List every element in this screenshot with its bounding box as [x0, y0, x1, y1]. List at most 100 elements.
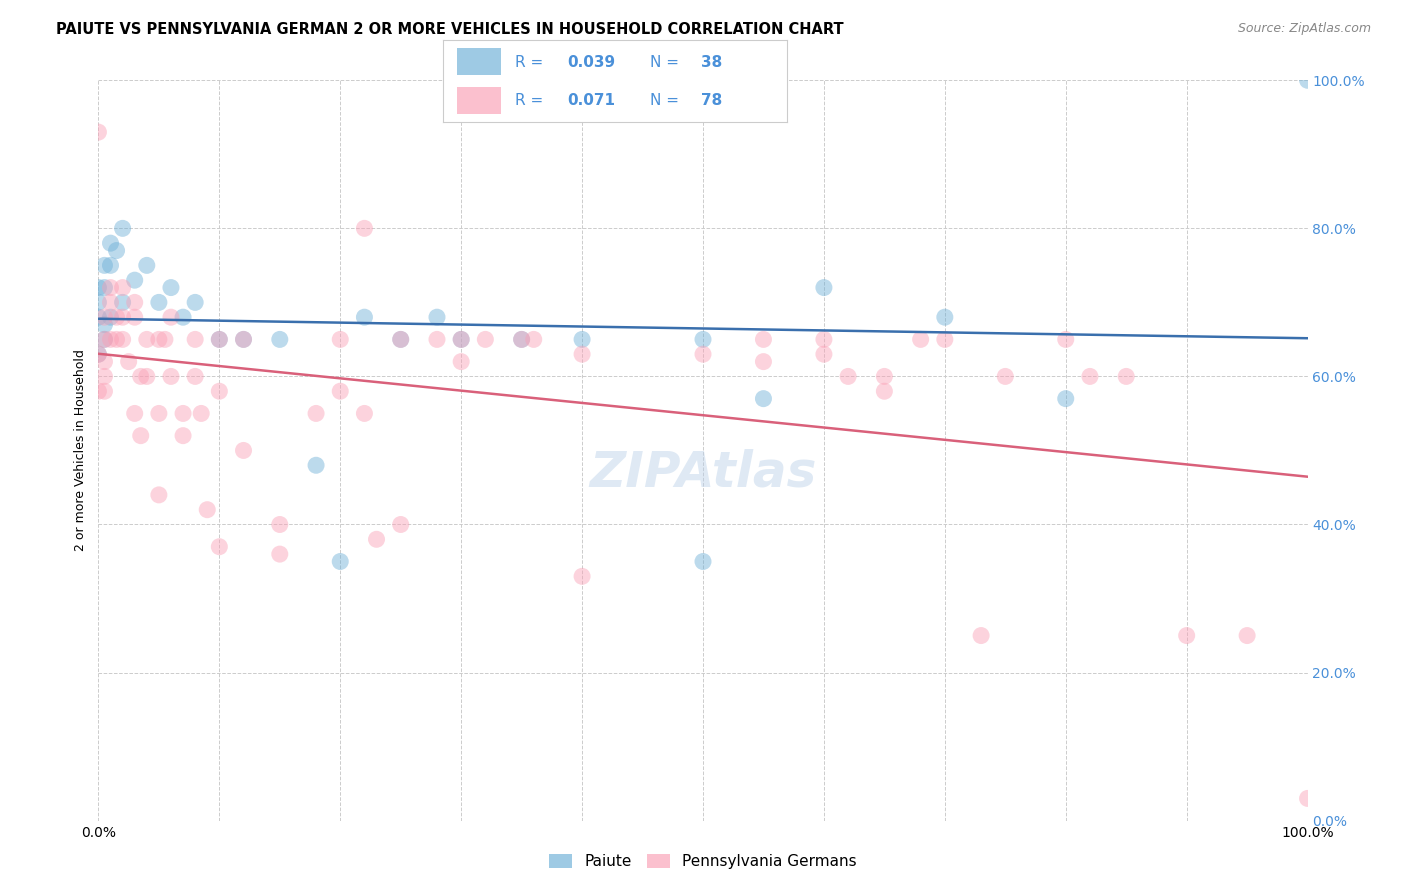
- Point: [450, 333, 472, 347]
- Point: [148, 407, 170, 421]
- Text: 0.071: 0.071: [567, 93, 614, 108]
- Point: [148, 488, 170, 502]
- Point: [148, 333, 170, 347]
- Point: [93, 318, 115, 332]
- Point: [190, 407, 212, 421]
- Point: [208, 540, 231, 554]
- Point: [269, 333, 291, 347]
- Point: [111, 221, 134, 235]
- Text: N =: N =: [650, 54, 679, 70]
- Point: [1078, 369, 1101, 384]
- Point: [1054, 392, 1077, 406]
- Point: [353, 310, 375, 325]
- Point: [813, 347, 835, 361]
- Point: [208, 384, 231, 399]
- Point: [118, 354, 141, 368]
- Point: [148, 295, 170, 310]
- Point: [160, 310, 183, 325]
- Point: [1296, 73, 1319, 87]
- Point: [232, 333, 254, 347]
- Point: [873, 369, 896, 384]
- Text: R =: R =: [515, 54, 544, 70]
- Point: [510, 333, 533, 347]
- Point: [1115, 369, 1137, 384]
- Text: 38: 38: [702, 54, 723, 70]
- Point: [129, 369, 152, 384]
- Point: [389, 517, 412, 532]
- Point: [510, 333, 533, 347]
- Point: [305, 458, 328, 473]
- Point: [474, 333, 496, 347]
- Point: [873, 384, 896, 399]
- Point: [813, 280, 835, 294]
- Point: [87, 280, 110, 294]
- Point: [172, 428, 194, 442]
- Text: Source: ZipAtlas.com: Source: ZipAtlas.com: [1237, 22, 1371, 36]
- Point: [111, 295, 134, 310]
- Point: [692, 333, 714, 347]
- Point: [195, 502, 218, 516]
- Point: [269, 547, 291, 561]
- Point: [135, 333, 157, 347]
- Point: [100, 333, 122, 347]
- Point: [692, 555, 714, 569]
- Point: [970, 628, 993, 642]
- Point: [232, 333, 254, 347]
- Point: [87, 384, 110, 399]
- Point: [87, 347, 110, 361]
- Bar: [457, 87, 502, 114]
- Point: [93, 369, 115, 384]
- Point: [124, 273, 146, 287]
- Point: [910, 333, 932, 347]
- Point: [366, 533, 388, 547]
- Y-axis label: 2 or more Vehicles in Household: 2 or more Vehicles in Household: [75, 350, 87, 551]
- Point: [111, 333, 134, 347]
- Point: [450, 333, 472, 347]
- Point: [934, 333, 956, 347]
- Point: [184, 295, 207, 310]
- Bar: [457, 48, 502, 76]
- Point: [111, 310, 134, 325]
- Point: [208, 333, 231, 347]
- Point: [87, 125, 110, 139]
- Point: [329, 555, 352, 569]
- Point: [208, 333, 231, 347]
- Point: [160, 280, 183, 294]
- Point: [752, 354, 775, 368]
- Point: [93, 310, 115, 325]
- Point: [426, 333, 449, 347]
- Point: [93, 280, 115, 294]
- Point: [105, 333, 128, 347]
- Point: [1236, 628, 1258, 642]
- Point: [232, 443, 254, 458]
- Point: [93, 333, 115, 347]
- Point: [153, 333, 176, 347]
- Point: [1054, 333, 1077, 347]
- Text: 78: 78: [702, 93, 723, 108]
- Point: [124, 407, 146, 421]
- Point: [329, 333, 352, 347]
- Point: [389, 333, 412, 347]
- Point: [100, 259, 122, 273]
- Point: [172, 310, 194, 325]
- Text: R =: R =: [515, 93, 544, 108]
- Point: [631, 73, 654, 87]
- Point: [135, 369, 157, 384]
- Point: [426, 310, 449, 325]
- Point: [184, 369, 207, 384]
- Point: [124, 310, 146, 325]
- Point: [172, 407, 194, 421]
- Point: [100, 280, 122, 294]
- Point: [752, 392, 775, 406]
- Point: [523, 333, 546, 347]
- Point: [105, 310, 128, 325]
- Point: [389, 333, 412, 347]
- Point: [93, 259, 115, 273]
- Point: [129, 428, 152, 442]
- Point: [93, 384, 115, 399]
- Point: [160, 369, 183, 384]
- Point: [100, 236, 122, 251]
- Point: [105, 244, 128, 258]
- Point: [135, 259, 157, 273]
- Point: [813, 333, 835, 347]
